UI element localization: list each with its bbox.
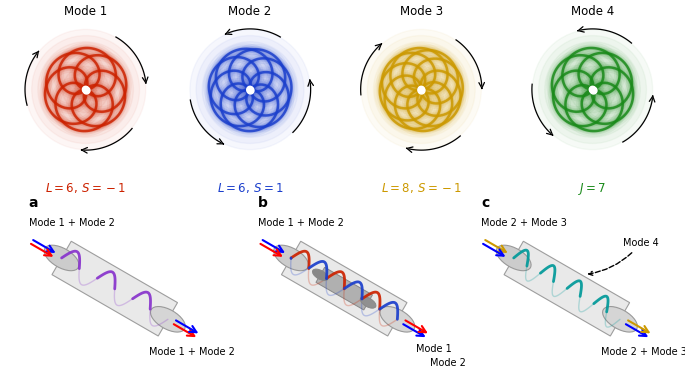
Text: Mode 1: Mode 1	[416, 344, 451, 354]
Polygon shape	[504, 241, 630, 336]
Text: Mode 1 + Mode 2: Mode 1 + Mode 2	[258, 218, 345, 228]
Ellipse shape	[360, 297, 376, 308]
Text: Mode 2 + Mode 3: Mode 2 + Mode 3	[481, 218, 567, 228]
Text: Mode 2: Mode 2	[228, 4, 272, 18]
Text: Mode 4: Mode 4	[571, 4, 614, 18]
Ellipse shape	[312, 269, 328, 280]
Text: $\mathit{L}=8,\,\mathit{S}=-1$: $\mathit{L}=8,\,\mathit{S}=-1$	[381, 181, 462, 195]
Text: a: a	[29, 196, 38, 210]
Text: Mode 2 + Mode 3: Mode 2 + Mode 3	[601, 347, 685, 357]
Polygon shape	[316, 267, 373, 310]
Text: Mode 1 + Mode 2: Mode 1 + Mode 2	[149, 347, 235, 357]
Ellipse shape	[603, 307, 637, 332]
Text: b: b	[258, 196, 269, 210]
Ellipse shape	[497, 245, 531, 271]
Text: Mode 2: Mode 2	[430, 358, 466, 368]
Ellipse shape	[45, 245, 79, 271]
Polygon shape	[52, 241, 177, 336]
Ellipse shape	[380, 307, 414, 332]
Text: Mode 1: Mode 1	[64, 4, 108, 18]
Text: $\mathit{J}=7$: $\mathit{J}=7$	[578, 181, 607, 197]
Circle shape	[82, 86, 89, 93]
Circle shape	[247, 86, 253, 93]
Text: $\mathit{L}=6,\,\mathit{S}=-1$: $\mathit{L}=6,\,\mathit{S}=-1$	[45, 181, 126, 195]
Circle shape	[418, 86, 425, 93]
Text: c: c	[481, 196, 489, 210]
Text: $\mathit{L}=6,\,\mathit{S}=1$: $\mathit{L}=6,\,\mathit{S}=1$	[216, 181, 284, 195]
Circle shape	[589, 86, 596, 93]
Polygon shape	[282, 241, 407, 336]
Text: Mode 4: Mode 4	[588, 238, 659, 275]
Ellipse shape	[151, 307, 185, 332]
Ellipse shape	[274, 245, 308, 271]
Text: Mode 1 + Mode 2: Mode 1 + Mode 2	[29, 218, 115, 228]
Text: Mode 3: Mode 3	[400, 4, 443, 18]
